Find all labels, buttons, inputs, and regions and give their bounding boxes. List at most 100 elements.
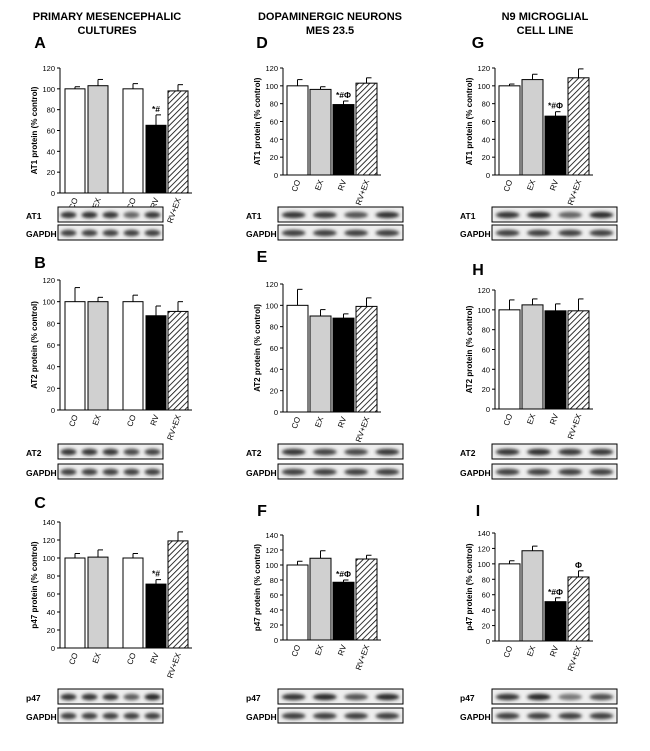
blot-band [527, 229, 551, 237]
y-tick-label: 0 [51, 406, 55, 415]
blot-band [495, 468, 520, 476]
blot-band [281, 712, 306, 720]
blot-band [60, 211, 77, 219]
blot-band [313, 229, 337, 237]
bar-ex [87, 556, 109, 649]
blot-band [558, 211, 582, 219]
significance-label: Φ [575, 560, 582, 570]
y-tick-label: 120 [477, 544, 490, 553]
blot-band [527, 211, 551, 219]
y-tick-label: 60 [482, 118, 490, 127]
blot-band [281, 468, 306, 476]
y-tick-label: 100 [477, 82, 490, 91]
blot-label: GAPDH [246, 468, 277, 478]
blot-band [123, 693, 140, 701]
blot-label: GAPDH [246, 712, 277, 722]
bar-co [498, 563, 521, 642]
header-col2-line2: MES 23.5 [306, 25, 354, 37]
bar-rv [145, 124, 167, 194]
x-tick-label: RV [336, 178, 348, 192]
x-tick-label: CO [67, 652, 80, 666]
significance-label: *# [152, 569, 160, 579]
blot-band [60, 712, 77, 720]
blot-band [558, 693, 582, 701]
bar-ex [87, 85, 109, 194]
significance-label: *#Φ [548, 587, 563, 597]
x-tick-label: RV+EX [354, 415, 372, 443]
x-tick-label: RV+EX [354, 643, 372, 671]
bar-co [498, 85, 521, 176]
y-tick-label: 80 [270, 323, 278, 332]
y-tick-label: 100 [477, 306, 490, 315]
header-col2-line1: DOPAMINERGIC NEURONS [258, 11, 402, 23]
y-tick-label: 0 [486, 405, 490, 414]
x-tick-label: RV [548, 178, 560, 192]
blot-band [344, 468, 368, 476]
blot-label: AT1 [26, 211, 42, 221]
y-axis-label: AT2 protein (% control) [30, 301, 39, 389]
blot-band [60, 229, 77, 237]
bar-rv [544, 115, 567, 176]
y-axis-label: AT1 protein (% control) [30, 86, 39, 174]
y-tick-label: 40 [482, 606, 490, 615]
blot-band [313, 712, 337, 720]
blot-band [60, 693, 77, 701]
blot-strip [491, 443, 618, 460]
blot-band [313, 693, 337, 701]
blot-band [527, 448, 551, 456]
blot-band [375, 712, 400, 720]
blot-band [123, 229, 140, 237]
y-tick-label: 20 [270, 153, 278, 162]
y-tick-label: 0 [51, 189, 55, 198]
blot-band [123, 468, 140, 476]
panel-letter: I [476, 503, 480, 520]
header-col1-line1: PRIMARY MESENCEPHALIC [33, 11, 182, 23]
y-tick-label: 120 [265, 64, 278, 73]
blot-band [281, 211, 306, 219]
blot-band [313, 468, 337, 476]
y-axis-label: p47 protein (% control) [253, 544, 262, 631]
blot-band [102, 693, 119, 701]
blot-label: p47 [246, 693, 261, 703]
blot-band [375, 229, 400, 237]
blot-band [495, 229, 520, 237]
y-tick-label: 120 [42, 536, 55, 545]
x-tick-label: RV+EX [165, 196, 183, 224]
x-tick-label: CO [290, 644, 303, 658]
blot-band [102, 211, 119, 219]
y-tick-label: 100 [265, 82, 278, 91]
x-tick-label: CO [125, 414, 138, 428]
blot-band [527, 693, 551, 701]
y-tick-label: 20 [482, 622, 490, 631]
y-tick-label: 20 [47, 626, 55, 635]
blot-band [81, 229, 98, 237]
blot-strip [277, 463, 404, 480]
bar-ex [309, 315, 332, 413]
bar-rvex [567, 77, 590, 176]
bar-co [64, 557, 86, 649]
panel-letter: C [34, 495, 46, 512]
y-tick-label: 40 [270, 365, 278, 374]
x-tick-label: RV [548, 644, 560, 658]
bar-ex [521, 550, 544, 642]
significance-label: *#Φ [548, 101, 563, 111]
blot-band [344, 229, 368, 237]
x-tick-label: EX [525, 178, 537, 192]
blot-band [344, 693, 368, 701]
panel-e: E 0 20 40 60 80 100 120 AT2 protein (% control) C… [246, 249, 404, 480]
bar-co [64, 88, 86, 194]
x-tick-label: RV [336, 643, 348, 657]
panel-h: H 0 20 40 60 80 100 120 AT2 protein (% control) C… [460, 262, 618, 480]
blot-band [60, 468, 77, 476]
blot-label: AT1 [246, 211, 262, 221]
blot-band [558, 229, 582, 237]
bar-rvex [167, 90, 189, 194]
y-tick-label: 0 [486, 171, 490, 180]
y-tick-label: 120 [42, 276, 55, 285]
blot-band [495, 693, 520, 701]
significance-label: *# [152, 104, 160, 114]
x-tick-label: CO [290, 179, 303, 193]
blot-band [589, 693, 614, 701]
x-tick-label: EX [313, 178, 325, 192]
bar-rv [145, 315, 167, 411]
